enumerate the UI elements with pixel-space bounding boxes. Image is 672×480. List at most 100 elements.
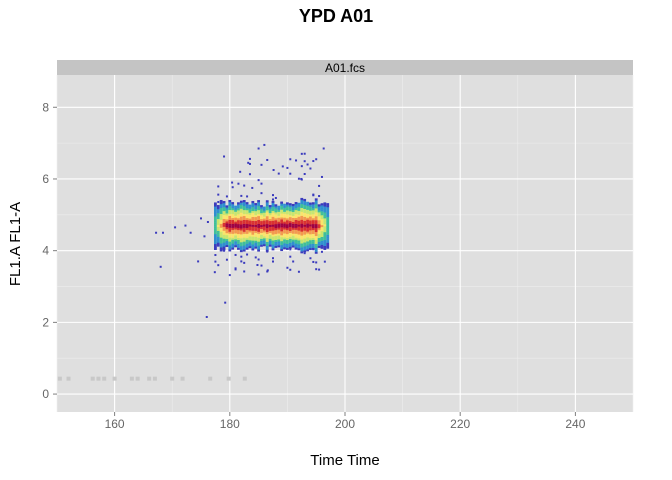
density-point (231, 247, 235, 250)
density-point (291, 211, 295, 215)
density-point (219, 247, 223, 250)
density-point (216, 218, 220, 222)
density-point (297, 214, 301, 217)
x-tick-label: 180 (220, 417, 240, 431)
density-point (300, 152, 303, 155)
density-point (286, 166, 289, 169)
density-point (280, 221, 284, 224)
density-point (245, 213, 249, 217)
outlier-point (247, 161, 250, 164)
density-point (248, 157, 251, 160)
density-point (311, 214, 315, 217)
density-point (245, 217, 249, 221)
density-point (303, 198, 307, 202)
density-point (311, 243, 315, 246)
density-point (245, 210, 249, 213)
density-point (257, 227, 260, 230)
density-point (272, 260, 274, 263)
density-point (266, 270, 269, 273)
density-point (265, 241, 269, 244)
density-point (265, 210, 269, 213)
density-point (283, 207, 286, 210)
density-point (245, 215, 249, 219)
density-point (306, 243, 309, 246)
density-point (303, 250, 307, 253)
density-point (306, 237, 309, 240)
major-gridlines (57, 75, 633, 412)
density-point (228, 221, 232, 224)
density-point (222, 228, 226, 231)
density-point (228, 245, 232, 248)
density-point (228, 225, 232, 228)
outlier-point (312, 160, 315, 163)
density-point (323, 212, 327, 215)
density-point (239, 236, 243, 239)
density-point (231, 213, 235, 217)
density-point (254, 232, 258, 235)
density-point (239, 202, 243, 205)
density-point (242, 219, 246, 222)
density-point (257, 249, 260, 252)
density-point (260, 216, 263, 220)
density-point (314, 227, 318, 231)
outlier-point (239, 170, 242, 173)
density-point (311, 210, 315, 213)
density-point (306, 229, 309, 232)
density-point (294, 221, 298, 224)
density-point (248, 234, 252, 237)
density-point (320, 238, 324, 241)
density-point (286, 204, 289, 207)
density-point (228, 247, 232, 250)
density-point (262, 216, 266, 219)
density-point (303, 152, 306, 155)
density-point (297, 208, 301, 211)
density-point (239, 216, 243, 219)
density-point (291, 207, 295, 211)
density-point (300, 199, 304, 203)
density-point (257, 217, 260, 221)
density-point (294, 213, 298, 217)
density-point (243, 184, 246, 187)
density-point (320, 205, 324, 208)
density-point (242, 205, 246, 209)
density-point (257, 235, 260, 238)
density-point (257, 179, 260, 182)
density-point (219, 221, 223, 224)
density-point (237, 225, 240, 229)
density-point (234, 268, 237, 271)
density-point (306, 247, 309, 250)
density-point (320, 242, 324, 245)
density-point (222, 201, 226, 204)
density-point (306, 221, 309, 224)
outlier-point (197, 260, 200, 263)
density-point (239, 232, 243, 235)
density-point (231, 186, 234, 189)
density-point (303, 244, 307, 247)
density-point (254, 226, 258, 229)
density-point (265, 206, 269, 209)
density-point (251, 234, 255, 237)
density-point (300, 201, 304, 205)
density-point (288, 211, 292, 214)
density-point (309, 241, 312, 245)
density-point (257, 225, 260, 228)
density-point (323, 214, 327, 217)
density-point (262, 230, 266, 233)
density-point (314, 204, 318, 207)
density-point (265, 247, 269, 250)
density-point (251, 240, 255, 243)
density-point (271, 230, 275, 233)
density-point (257, 211, 260, 215)
density-point (311, 208, 315, 211)
density-point (260, 192, 263, 195)
density-point (323, 216, 327, 219)
density-point (323, 206, 327, 209)
density-point (326, 209, 330, 212)
outlier-point (203, 235, 206, 238)
density-point (280, 217, 284, 220)
density-point (294, 243, 298, 246)
density-point (303, 173, 306, 176)
density-point (294, 231, 298, 234)
density-point (317, 218, 321, 221)
density-point (214, 206, 217, 209)
